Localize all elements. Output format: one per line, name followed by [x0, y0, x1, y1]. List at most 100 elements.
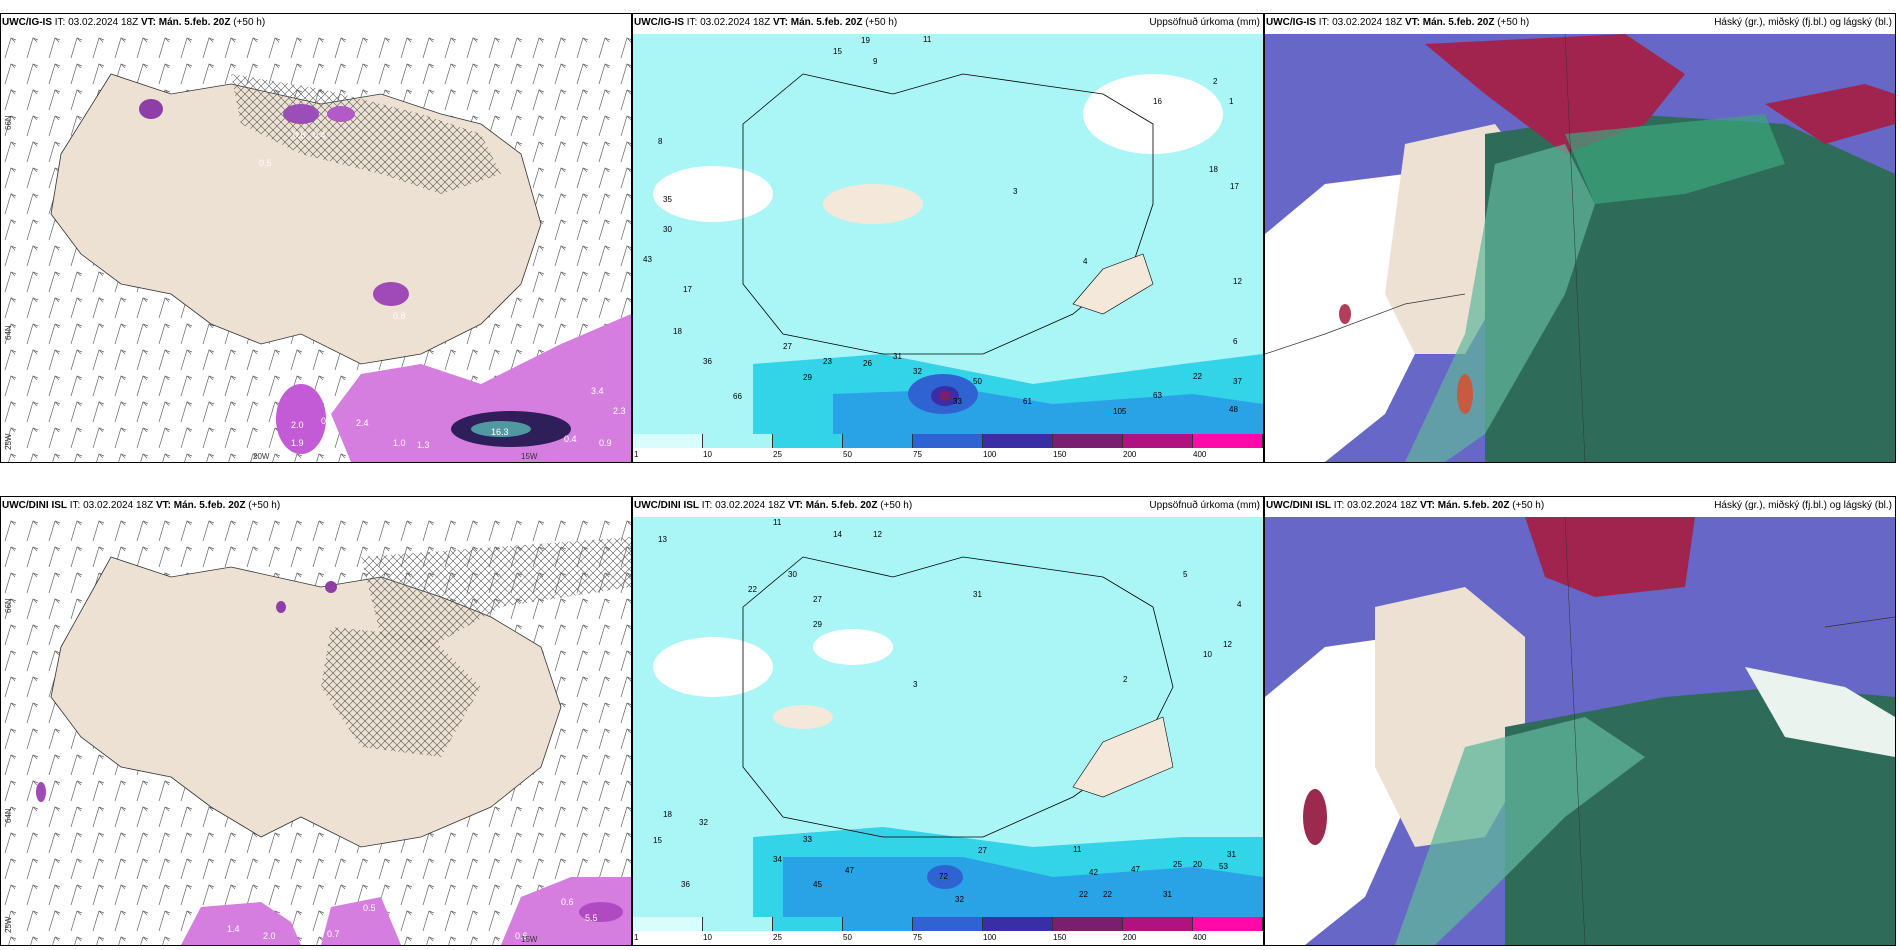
svg-text:47: 47 [1131, 865, 1140, 874]
svg-text:61: 61 [1023, 397, 1032, 406]
svg-text:20: 20 [1193, 860, 1202, 869]
svg-text:3: 3 [913, 680, 918, 689]
svg-text:32: 32 [913, 367, 922, 376]
svg-text:36: 36 [703, 357, 712, 366]
svg-text:50: 50 [973, 377, 982, 386]
panel-title: UWC/DINI ISL IT: 03.02.2024 18Z VT: Mán.… [1266, 500, 1545, 511]
svg-text:1.3: 1.3 [417, 440, 430, 450]
svg-text:2.4: 2.4 [356, 418, 369, 428]
svg-text:31: 31 [1227, 850, 1236, 859]
svg-text:15: 15 [653, 836, 662, 845]
svg-text:0.6: 0.6 [561, 897, 574, 907]
svg-text:6: 6 [1233, 337, 1238, 346]
panel-top-mid-accum-precip: UWC/IG-IS IT: 03.02.2024 18Z VT: Mán. 5.… [632, 13, 1264, 463]
svg-text:37: 37 [1233, 377, 1242, 386]
svg-text:11: 11 [1073, 845, 1082, 854]
svg-text:35: 35 [663, 195, 672, 204]
svg-text:29: 29 [803, 373, 812, 382]
svg-text:13: 13 [658, 535, 667, 544]
svg-text:31: 31 [1163, 890, 1172, 899]
svg-text:11: 11 [773, 518, 782, 527]
svg-text:4: 4 [1237, 600, 1242, 609]
cloud-map [1265, 517, 1895, 945]
svg-text:5.5: 5.5 [585, 913, 598, 923]
svg-text:66: 66 [733, 392, 742, 401]
panel-subtitle: Uppsöfnuð úrkoma (mm) [1149, 500, 1260, 511]
svg-text:63: 63 [1153, 391, 1162, 400]
svg-text:42: 42 [1089, 868, 1098, 877]
svg-text:0.6: 0.6 [293, 130, 306, 140]
svg-text:30: 30 [663, 225, 672, 234]
panel-title: UWC/IG-IS IT: 03.02.2024 18Z VT: Mán. 5.… [1266, 17, 1530, 28]
svg-text:43: 43 [643, 255, 652, 264]
panel-subtitle: Uppsöfnuð úrkoma (mm) [1149, 17, 1260, 28]
svg-text:16: 16 [1153, 97, 1162, 106]
svg-text:4: 4 [1083, 257, 1088, 266]
svg-text:23: 23 [823, 357, 832, 366]
svg-text:18: 18 [1209, 165, 1218, 174]
svg-text:25W: 25W [4, 916, 13, 933]
svg-text:12: 12 [1223, 640, 1232, 649]
svg-text:1.0: 1.0 [393, 438, 406, 448]
svg-text:48: 48 [1229, 405, 1238, 414]
svg-text:10: 10 [1203, 650, 1212, 659]
svg-text:18: 18 [663, 810, 672, 819]
svg-text:34: 34 [773, 855, 782, 864]
wind-precip-map: 16.3 3.4 2.3 2.0 1.9 1.0 1.3 2.4 0.3 0.4… [1, 34, 631, 462]
svg-text:17: 17 [1230, 182, 1239, 191]
accum-precip-map: 15 9 11 19 35 30 43 17 18 36 66 27 29 23… [633, 34, 1263, 434]
svg-text:31: 31 [973, 590, 982, 599]
panel-subtitle: Háský (gr.), miðský (fj.bl.) og lágský (… [1714, 500, 1892, 511]
panel-title: UWC/DINI ISL IT: 03.02.2024 18Z VT: Mán.… [634, 500, 913, 511]
svg-text:36: 36 [681, 880, 690, 889]
svg-text:5: 5 [1183, 570, 1188, 579]
svg-text:2: 2 [1213, 77, 1218, 86]
panel-title: UWC/IG-IS IT: 03.02.2024 18Z VT: Mán. 5.… [2, 17, 266, 28]
svg-text:2.0: 2.0 [291, 420, 304, 430]
svg-text:12: 12 [873, 530, 882, 539]
svg-text:11: 11 [923, 35, 932, 44]
svg-text:0.8: 0.8 [393, 311, 406, 321]
panel-top-left-wind-precip: UWC/IG-IS IT: 03.02.2024 18Z VT: Mán. 5.… [0, 13, 632, 463]
svg-text:105: 105 [1113, 407, 1127, 416]
svg-text:0.9: 0.9 [599, 438, 612, 448]
svg-text:26: 26 [863, 359, 872, 368]
svg-text:15: 15 [833, 47, 842, 56]
svg-text:66N: 66N [4, 115, 13, 130]
svg-text:0.7: 0.7 [327, 929, 340, 939]
svg-text:22: 22 [1103, 890, 1112, 899]
panel-bot-right-clouds: UWC/DINI ISL IT: 03.02.2024 18Z VT: Mán.… [1264, 496, 1896, 946]
svg-text:2.3: 2.3 [613, 406, 626, 416]
svg-text:72: 72 [939, 872, 948, 881]
svg-text:15W: 15W [521, 935, 538, 944]
svg-text:32: 32 [699, 818, 708, 827]
svg-text:14: 14 [833, 530, 842, 539]
svg-text:1.9: 1.9 [291, 438, 304, 448]
svg-text:25: 25 [1173, 860, 1182, 869]
panel-bot-left-wind-precip: UWC/DINI ISL IT: 03.02.2024 18Z VT: Mán.… [0, 496, 632, 946]
svg-text:31: 31 [893, 352, 902, 361]
svg-text:47: 47 [845, 866, 854, 875]
panel-bot-mid-accum-precip: UWC/DINI ISL IT: 03.02.2024 18Z VT: Mán.… [632, 496, 1264, 946]
svg-text:27: 27 [813, 595, 822, 604]
svg-text:27: 27 [978, 846, 987, 855]
svg-text:33: 33 [803, 835, 812, 844]
svg-text:19: 19 [861, 36, 870, 45]
svg-text:12: 12 [1233, 277, 1242, 286]
accum-precip-map: 13 11 14 12 31 22 30 27 29 18 15 32 34 3… [633, 517, 1263, 917]
svg-text:16.3: 16.3 [491, 427, 509, 437]
svg-text:3.4: 3.4 [591, 386, 604, 396]
svg-text:22: 22 [1193, 372, 1202, 381]
svg-text:8: 8 [658, 137, 663, 146]
svg-text:1.4: 1.4 [227, 924, 240, 934]
svg-text:15W: 15W [521, 452, 538, 461]
svg-text:18: 18 [673, 327, 682, 336]
svg-text:3: 3 [1013, 187, 1018, 196]
svg-text:17: 17 [683, 285, 692, 294]
svg-text:53: 53 [1219, 862, 1228, 871]
svg-text:0.4: 0.4 [564, 434, 577, 444]
svg-text:27: 27 [783, 342, 792, 351]
panel-title: UWC/DINI ISL IT: 03.02.2024 18Z VT: Mán.… [2, 500, 281, 511]
svg-text:66N: 66N [4, 598, 13, 613]
panel-title: UWC/IG-IS IT: 03.02.2024 18Z VT: Mán. 5.… [634, 17, 898, 28]
